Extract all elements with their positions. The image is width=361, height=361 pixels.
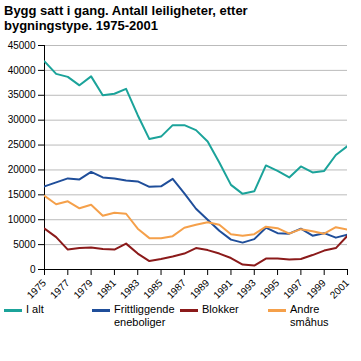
html-text:I alt: I alt [26, 303, 44, 315]
svg-text:1989: 1989 [188, 277, 212, 301]
svg-text:1983: 1983 [118, 277, 142, 301]
svg-text:45000: 45000 [8, 40, 36, 51]
svg-text:1993: 1993 [234, 277, 258, 301]
svg-text:0: 0 [30, 264, 36, 275]
svg-text:1995: 1995 [258, 277, 282, 301]
svg-text:10000: 10000 [8, 214, 36, 225]
svg-text:1977: 1977 [48, 277, 72, 301]
html-text:Frittliggende eneboliger: Frittliggende eneboliger [114, 303, 175, 328]
svg-text:2001: 2001 [328, 277, 352, 301]
svg-text:1987: 1987 [165, 277, 189, 301]
svg-text:1975: 1975 [25, 277, 49, 301]
html-text:Blokker: Blokker [202, 303, 239, 315]
svg-text:20000: 20000 [8, 164, 36, 175]
html-text:Andre småhus: Andre småhus [290, 303, 329, 328]
svg-text:1991: 1991 [211, 277, 235, 301]
svg-text:30000: 30000 [8, 114, 36, 125]
svg-text:1985: 1985 [141, 277, 165, 301]
svg-text:1979: 1979 [71, 277, 95, 301]
svg-text:5000: 5000 [13, 239, 36, 250]
svg-text:25000: 25000 [8, 139, 36, 150]
svg-text:40000: 40000 [8, 65, 36, 76]
svg-text:1981: 1981 [95, 277, 119, 301]
svg-text:1999: 1999 [304, 277, 328, 301]
svg-text:15000: 15000 [8, 189, 36, 200]
svg-text:1997: 1997 [281, 277, 305, 301]
svg-text:35000: 35000 [8, 89, 36, 100]
html-text:Bygg satt i gang. Antall leili: Bygg satt i gang. Antall leiligheter, et… [4, 3, 248, 33]
